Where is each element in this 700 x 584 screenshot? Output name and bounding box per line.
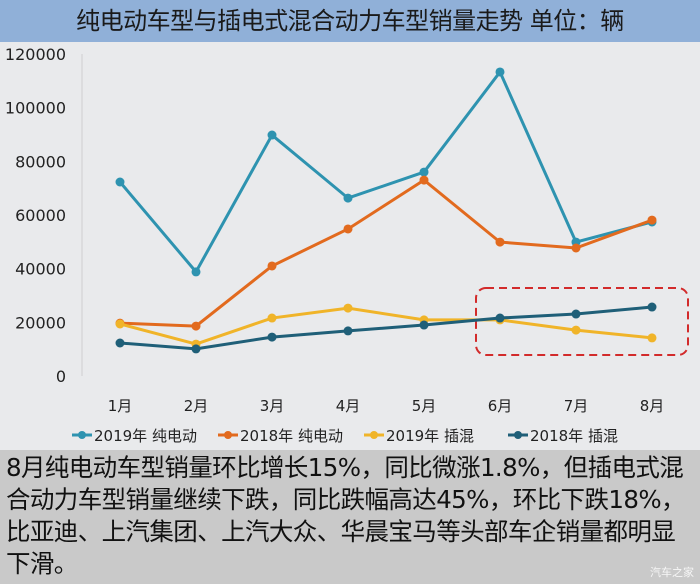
y-tick-label: 20000 xyxy=(15,313,66,332)
data-point xyxy=(115,338,125,348)
x-tick-label: 2月 xyxy=(184,397,209,415)
legend-marker xyxy=(224,431,232,439)
series-line-2 xyxy=(119,306,653,346)
watermark: 汽车之家 xyxy=(650,566,694,579)
data-point xyxy=(419,167,429,177)
legend-marker xyxy=(514,431,522,439)
data-point xyxy=(343,193,353,203)
data-point xyxy=(571,309,581,319)
data-point xyxy=(191,344,201,354)
y-tick-label: 60000 xyxy=(15,206,66,225)
chart-title: 纯电动车型与插电式混合动力车型销量走势 单位：辆 xyxy=(0,0,700,42)
data-point xyxy=(419,320,429,330)
summary-text: 8月纯电动车型销量环比增长15%，同比微涨1.8%，但插电式混合动力车型销量继续… xyxy=(0,450,700,584)
data-point xyxy=(495,67,505,77)
series-line-1 xyxy=(119,178,653,328)
x-tick-label: 4月 xyxy=(336,397,361,415)
y-tick-label: 80000 xyxy=(15,152,66,171)
data-point xyxy=(647,333,657,343)
legend-label: 2018年 插混 xyxy=(530,427,618,445)
chart-area: 0 20000 40000 60000 80000 100000 120000 1月 2月 3月 4… xyxy=(0,42,700,450)
data-point xyxy=(647,302,657,312)
y-tick-label: 0 xyxy=(56,367,66,386)
data-point xyxy=(267,332,277,342)
x-tick-label: 6月 xyxy=(488,397,513,415)
line-chart: 0 20000 40000 60000 80000 100000 120000 1月 2月 3月 4… xyxy=(5,45,689,445)
data-point xyxy=(419,175,429,185)
data-point xyxy=(343,224,353,234)
data-point xyxy=(115,177,125,187)
data-point xyxy=(571,325,581,335)
x-tick-label: 7月 xyxy=(564,397,589,415)
legend-marker xyxy=(78,431,86,439)
x-tick-label: 3月 xyxy=(260,397,285,415)
legend-marker xyxy=(370,431,378,439)
data-point xyxy=(115,319,125,329)
y-tick-label: 100000 xyxy=(5,99,66,118)
legend-label: 2018年 纯电动 xyxy=(240,427,343,445)
data-point xyxy=(267,261,277,271)
data-point xyxy=(267,130,277,140)
data-point xyxy=(267,313,277,323)
series-line-0 xyxy=(118,69,653,275)
y-tick-label: 40000 xyxy=(15,260,66,279)
series-line-3 xyxy=(119,305,653,351)
data-point xyxy=(343,326,353,336)
y-tick-label: 120000 xyxy=(5,45,66,64)
data-point xyxy=(343,303,353,313)
data-point xyxy=(191,267,201,277)
data-point xyxy=(571,243,581,253)
data-point xyxy=(495,237,505,247)
legend-label: 2019年 插混 xyxy=(386,427,474,445)
x-tick-label: 8月 xyxy=(640,397,665,415)
data-point xyxy=(191,321,201,331)
data-point xyxy=(647,215,657,225)
data-point xyxy=(495,313,505,323)
legend-label: 2019年 纯电动 xyxy=(94,427,197,445)
x-tick-label: 5月 xyxy=(412,397,437,415)
x-tick-label: 1月 xyxy=(108,397,133,415)
